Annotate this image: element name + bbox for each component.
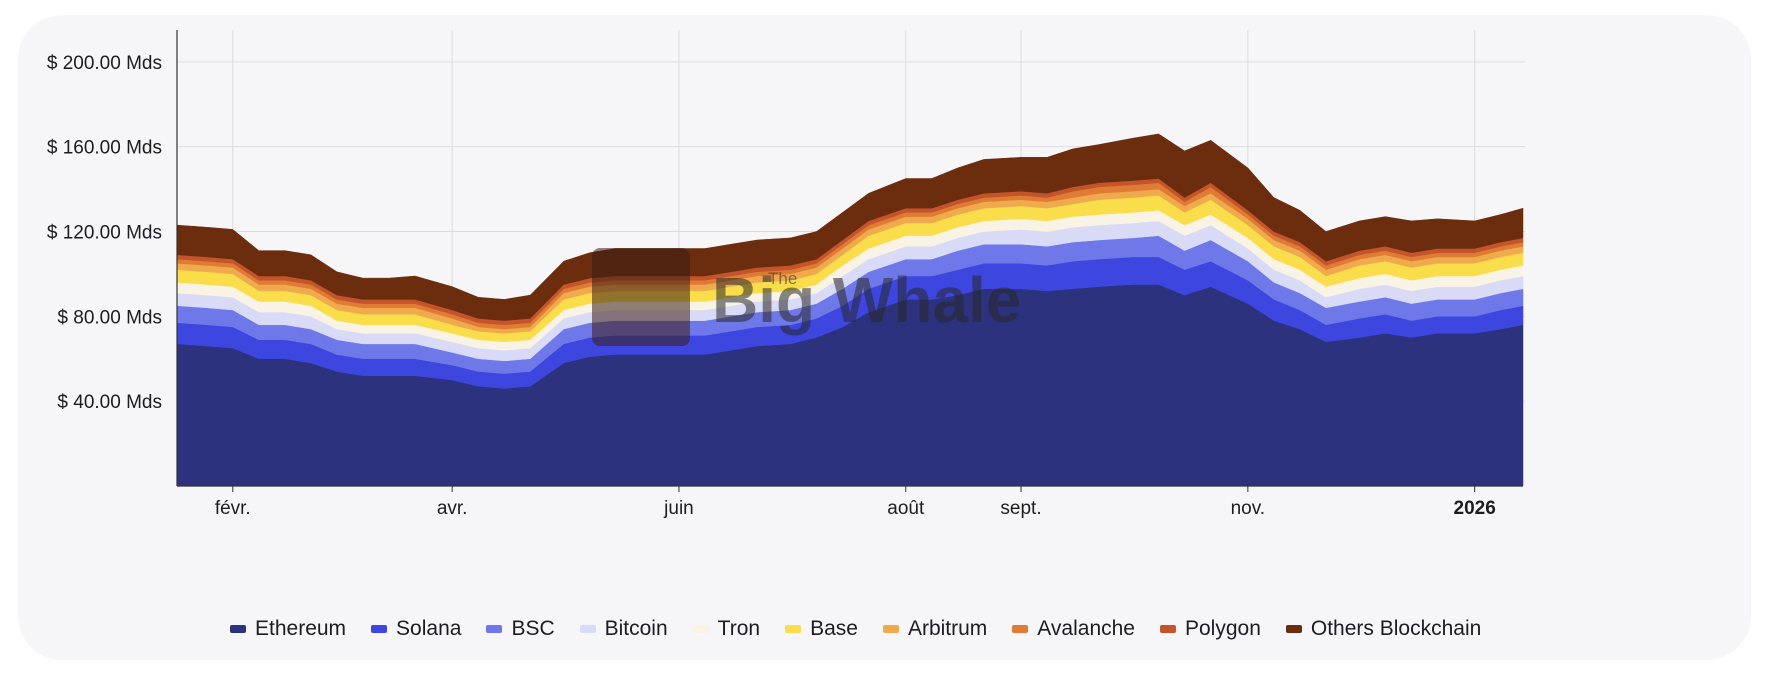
legend-swatch	[371, 625, 388, 633]
legend-label: Polygon	[1185, 617, 1261, 640]
y-tick-label: $ 40.00 Mds	[57, 392, 162, 413]
legend-swatch	[1160, 625, 1176, 633]
legend-label: Avalanche	[1037, 617, 1135, 640]
legend-item[interactable]: Others Blockchain	[1285, 617, 1482, 641]
x-tick-label: févr.	[215, 498, 251, 519]
x-tick-label: sept.	[1000, 498, 1041, 519]
legend-swatch	[785, 625, 802, 633]
legend-item[interactable]: Base	[785, 617, 858, 641]
axes	[176, 30, 1523, 487]
y-tick-label: $ 200.00 Mds	[47, 53, 162, 74]
legend-label: Solana	[396, 617, 462, 640]
legend-swatch	[882, 625, 899, 633]
x-tick-label: avr.	[437, 498, 468, 519]
x-tick-label: juin	[663, 498, 694, 519]
legend-swatch	[692, 625, 709, 633]
legend-swatch	[1012, 625, 1029, 633]
legend-label: BSC	[511, 617, 555, 640]
legend-swatch	[486, 625, 503, 633]
legend-swatch	[230, 625, 246, 633]
y-tick-label: $ 160.00 Mds	[47, 138, 162, 159]
legend-item[interactable]: Ethereum	[230, 617, 346, 641]
legend-label: Bitcoin	[604, 617, 668, 640]
watermark-text: Big Whale	[712, 264, 1021, 336]
legend-label: Arbitrum	[907, 617, 988, 640]
legend: Ethereum Solana BSC Bitcoin Tron Base Arbitrum…	[230, 614, 1481, 644]
x-tick-label: nov.	[1231, 498, 1266, 519]
watermark-logo: The Big Whale	[592, 248, 1021, 346]
x-tick-label: 2026	[1454, 498, 1496, 519]
legend-item[interactable]: Arbitrum	[882, 617, 988, 641]
legend-label: Ethereum	[255, 617, 347, 640]
legend-label: Others Blockchain	[1310, 617, 1482, 640]
legend-swatch	[579, 625, 596, 633]
legend-item[interactable]: Polygon	[1160, 617, 1261, 641]
legend-label: Base	[810, 617, 858, 640]
legend-item[interactable]: BSC	[486, 617, 555, 641]
watermark-small-text: The	[768, 269, 797, 288]
legend-item[interactable]: Bitcoin	[579, 617, 668, 641]
legend-item[interactable]: Avalanche	[1012, 617, 1135, 641]
x-axis-ticks: févr. avr. juin août sept. nov. 2026	[215, 486, 1496, 519]
legend-item[interactable]: Solana	[371, 617, 461, 641]
legend-item[interactable]: Tron	[692, 617, 761, 641]
x-tick-label: août	[887, 498, 925, 519]
y-tick-label: $ 120.00 Mds	[47, 222, 162, 243]
legend-label: Tron	[717, 617, 761, 640]
y-axis-ticks: $ 40.00 Mds $ 80.00 Mds $ 120.00 Mds $ 160.…	[47, 53, 162, 413]
watermark-icon	[592, 248, 690, 346]
y-tick-label: $ 80.00 Mds	[57, 307, 162, 328]
legend-swatch	[1285, 625, 1302, 633]
